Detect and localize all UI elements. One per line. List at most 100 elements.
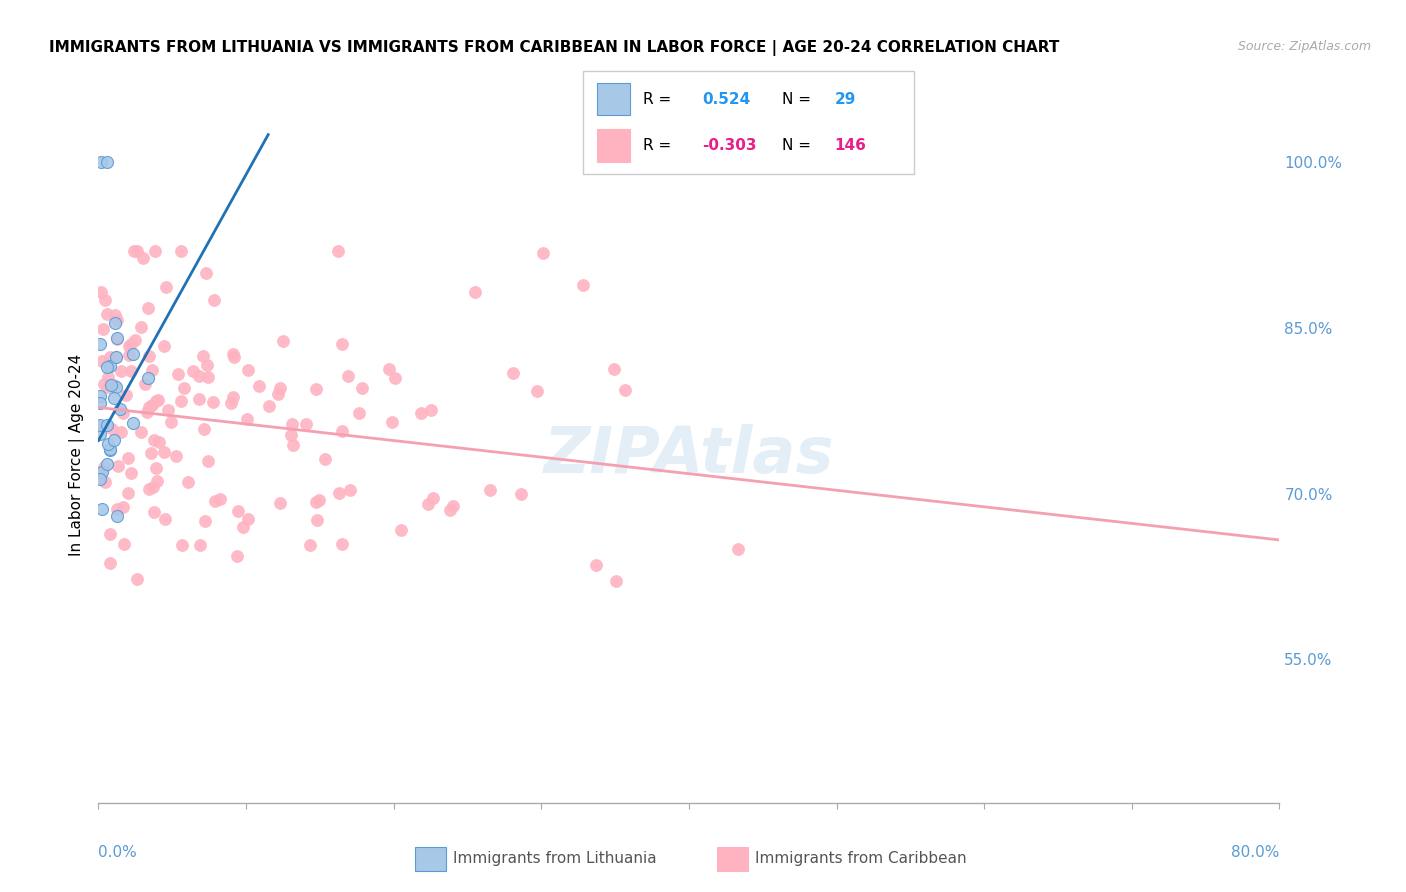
Point: [193, 349, 215, 363]
Point: [314, 452, 336, 467]
Text: Immigrants from Lithuania: Immigrants from Lithuania: [453, 852, 657, 866]
Point: [90, 502, 112, 516]
Point: [104, 308, 127, 322]
Point: [378, 362, 401, 376]
Point: [93, 376, 115, 391]
Point: [339, 483, 361, 497]
Point: [269, 381, 291, 395]
Point: [202, 293, 225, 307]
Point: [181, 364, 204, 378]
Point: [101, 422, 124, 436]
Point: [136, 405, 159, 419]
Point: [118, 347, 141, 361]
Point: [91, 322, 114, 336]
Point: [160, 415, 183, 429]
Point: [124, 333, 146, 347]
Point: [143, 433, 166, 447]
Point: [120, 467, 142, 481]
Point: [605, 574, 627, 588]
Point: [89, 389, 111, 403]
Text: 29: 29: [835, 92, 856, 106]
Point: [384, 371, 406, 385]
Point: [197, 454, 219, 468]
Point: [141, 363, 163, 377]
Point: [143, 244, 166, 258]
Point: [209, 491, 232, 506]
Point: [201, 395, 224, 409]
Point: [120, 336, 142, 351]
Point: [96, 155, 118, 169]
Point: [224, 350, 246, 364]
Point: [134, 377, 156, 392]
Point: [146, 392, 169, 407]
Text: N =: N =: [782, 92, 811, 106]
Point: [271, 334, 294, 348]
Point: [305, 513, 328, 527]
Point: [330, 424, 353, 438]
Point: [104, 316, 127, 330]
Point: [416, 497, 439, 511]
Point: [727, 542, 749, 557]
Point: [136, 301, 159, 315]
Point: [222, 390, 245, 404]
Point: [167, 368, 190, 382]
Point: [389, 523, 412, 537]
Point: [89, 467, 111, 481]
Point: [105, 313, 128, 327]
Point: [336, 368, 359, 383]
Point: [104, 350, 127, 364]
Point: [295, 417, 318, 431]
Point: [170, 538, 193, 552]
Point: [141, 398, 163, 412]
Point: [96, 359, 118, 374]
Point: [226, 504, 249, 518]
FancyBboxPatch shape: [596, 83, 630, 115]
Point: [94, 293, 117, 307]
Point: [464, 285, 486, 299]
Point: [479, 483, 502, 497]
Text: 80.0%: 80.0%: [1232, 845, 1279, 860]
Point: [195, 266, 218, 280]
Point: [141, 446, 163, 460]
Point: [153, 512, 176, 526]
Point: [129, 425, 152, 439]
Point: [269, 496, 291, 510]
Text: N =: N =: [782, 137, 811, 153]
Point: [89, 426, 111, 441]
Point: [98, 557, 121, 571]
Text: Immigrants from Caribbean: Immigrants from Caribbean: [755, 852, 967, 866]
Point: [125, 573, 148, 587]
Point: [194, 514, 217, 528]
Point: [97, 380, 120, 394]
Point: [105, 331, 128, 345]
Point: [115, 388, 138, 402]
Point: [188, 537, 211, 551]
Point: [502, 367, 524, 381]
Point: [122, 244, 145, 258]
Point: [110, 364, 132, 378]
Point: [614, 383, 637, 397]
Text: IMMIGRANTS FROM LITHUANIA VS IMMIGRANTS FROM CARIBBEAN IN LABOR FORCE | AGE 20-2: IMMIGRANTS FROM LITHUANIA VS IMMIGRANTS …: [49, 40, 1060, 56]
Point: [177, 475, 200, 490]
Point: [89, 417, 111, 432]
Point: [93, 459, 115, 474]
Point: [280, 427, 302, 442]
Text: 0.524: 0.524: [703, 92, 751, 106]
Point: [117, 450, 139, 465]
Point: [148, 434, 170, 449]
Point: [110, 425, 132, 439]
Point: [298, 538, 321, 552]
Point: [90, 285, 112, 299]
Point: [232, 519, 254, 533]
Point: [117, 485, 139, 500]
Point: [352, 381, 374, 395]
Point: [125, 244, 148, 258]
Point: [305, 494, 328, 508]
Point: [142, 480, 165, 494]
Point: [138, 401, 160, 415]
Point: [173, 381, 195, 395]
Point: [305, 382, 328, 396]
Point: [89, 472, 111, 486]
Point: [170, 244, 193, 258]
Point: [236, 363, 259, 377]
